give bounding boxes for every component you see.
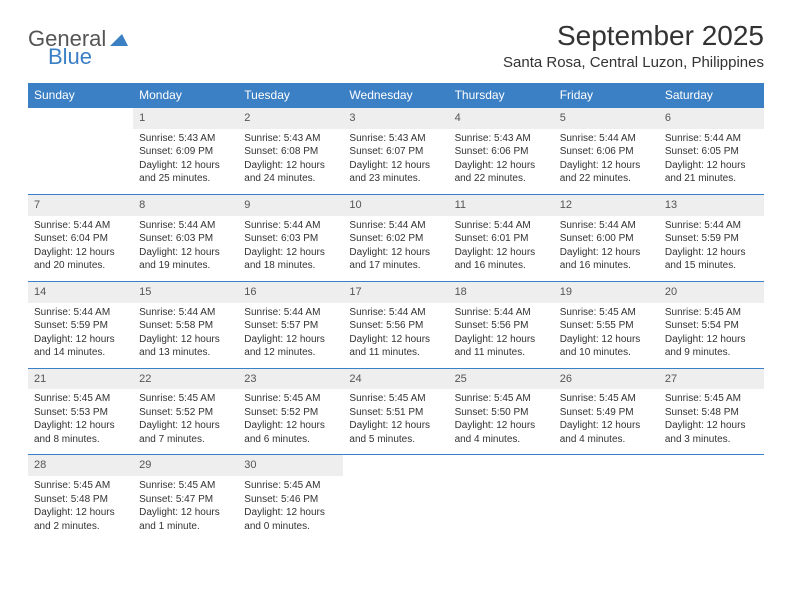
weekday-header: Wednesday — [343, 83, 448, 108]
day-content-cell: Sunrise: 5:44 AMSunset: 6:03 PMDaylight:… — [133, 216, 238, 282]
day-content-cell: Sunrise: 5:45 AMSunset: 5:52 PMDaylight:… — [238, 389, 343, 455]
day-content-cell: Sunrise: 5:45 AMSunset: 5:54 PMDaylight:… — [659, 303, 764, 369]
day-content-cell: Sunrise: 5:43 AMSunset: 6:08 PMDaylight:… — [238, 129, 343, 195]
day-number-cell: 3 — [343, 108, 448, 129]
day-content-cell: Sunrise: 5:44 AMSunset: 5:59 PMDaylight:… — [28, 303, 133, 369]
day-number-cell: 24 — [343, 368, 448, 389]
day-content-row: Sunrise: 5:45 AMSunset: 5:53 PMDaylight:… — [28, 389, 764, 455]
logo-triangle-icon — [110, 32, 128, 46]
day-content-cell: Sunrise: 5:44 AMSunset: 6:04 PMDaylight:… — [28, 216, 133, 282]
day-number-cell: 4 — [449, 108, 554, 129]
day-content-cell — [659, 476, 764, 541]
day-number-cell: 7 — [28, 194, 133, 215]
logo-text-blue: Blue — [48, 44, 92, 69]
day-number-cell: 23 — [238, 368, 343, 389]
day-number-cell — [659, 455, 764, 476]
day-content-cell: Sunrise: 5:44 AMSunset: 6:01 PMDaylight:… — [449, 216, 554, 282]
day-content-cell — [28, 129, 133, 195]
day-content-cell — [554, 476, 659, 541]
day-number-cell: 19 — [554, 281, 659, 302]
day-content-cell: Sunrise: 5:44 AMSunset: 5:56 PMDaylight:… — [449, 303, 554, 369]
day-content-cell: Sunrise: 5:44 AMSunset: 6:00 PMDaylight:… — [554, 216, 659, 282]
weekday-header: Saturday — [659, 83, 764, 108]
day-content-cell: Sunrise: 5:45 AMSunset: 5:55 PMDaylight:… — [554, 303, 659, 369]
day-number-cell: 27 — [659, 368, 764, 389]
day-number-cell: 28 — [28, 455, 133, 476]
day-number-cell: 10 — [343, 194, 448, 215]
day-number-cell: 5 — [554, 108, 659, 129]
day-content-cell: Sunrise: 5:45 AMSunset: 5:48 PMDaylight:… — [28, 476, 133, 541]
title-block: September 2025 Santa Rosa, Central Luzon… — [503, 20, 764, 71]
day-number-cell: 29 — [133, 455, 238, 476]
day-number-cell: 13 — [659, 194, 764, 215]
day-content-cell: Sunrise: 5:43 AMSunset: 6:09 PMDaylight:… — [133, 129, 238, 195]
day-number-cell: 22 — [133, 368, 238, 389]
day-number-cell: 12 — [554, 194, 659, 215]
day-number-cell — [28, 108, 133, 129]
day-content-cell: Sunrise: 5:45 AMSunset: 5:48 PMDaylight:… — [659, 389, 764, 455]
day-number-cell — [343, 455, 448, 476]
day-number-cell: 8 — [133, 194, 238, 215]
location: Santa Rosa, Central Luzon, Philippines — [503, 54, 764, 71]
weekday-header: Thursday — [449, 83, 554, 108]
day-content-row: Sunrise: 5:44 AMSunset: 6:04 PMDaylight:… — [28, 216, 764, 282]
weekday-header: Tuesday — [238, 83, 343, 108]
day-content-cell: Sunrise: 5:44 AMSunset: 5:59 PMDaylight:… — [659, 216, 764, 282]
day-content-row: Sunrise: 5:44 AMSunset: 5:59 PMDaylight:… — [28, 303, 764, 369]
day-number-cell: 16 — [238, 281, 343, 302]
day-content-cell: Sunrise: 5:45 AMSunset: 5:51 PMDaylight:… — [343, 389, 448, 455]
day-number-row: 123456 — [28, 108, 764, 129]
day-content-cell: Sunrise: 5:45 AMSunset: 5:47 PMDaylight:… — [133, 476, 238, 541]
day-number-cell: 25 — [449, 368, 554, 389]
day-number-cell: 9 — [238, 194, 343, 215]
header: General September 2025 Santa Rosa, Centr… — [28, 20, 764, 71]
day-number-cell: 2 — [238, 108, 343, 129]
day-content-row: Sunrise: 5:43 AMSunset: 6:09 PMDaylight:… — [28, 129, 764, 195]
day-number-cell: 26 — [554, 368, 659, 389]
day-number-cell — [449, 455, 554, 476]
day-content-cell: Sunrise: 5:44 AMSunset: 5:57 PMDaylight:… — [238, 303, 343, 369]
day-number-row: 282930 — [28, 455, 764, 476]
logo-line2: Blue — [28, 44, 92, 70]
day-number-cell: 30 — [238, 455, 343, 476]
day-number-cell: 6 — [659, 108, 764, 129]
day-number-cell: 14 — [28, 281, 133, 302]
calendar-table: SundayMondayTuesdayWednesdayThursdayFrid… — [28, 83, 764, 541]
day-content-cell: Sunrise: 5:45 AMSunset: 5:50 PMDaylight:… — [449, 389, 554, 455]
day-content-cell: Sunrise: 5:44 AMSunset: 6:05 PMDaylight:… — [659, 129, 764, 195]
day-content-cell — [449, 476, 554, 541]
day-number-cell: 18 — [449, 281, 554, 302]
calendar-header-row: SundayMondayTuesdayWednesdayThursdayFrid… — [28, 83, 764, 108]
month-title: September 2025 — [503, 20, 764, 52]
day-content-cell: Sunrise: 5:43 AMSunset: 6:06 PMDaylight:… — [449, 129, 554, 195]
day-content-cell: Sunrise: 5:45 AMSunset: 5:46 PMDaylight:… — [238, 476, 343, 541]
day-number-cell: 20 — [659, 281, 764, 302]
weekday-header: Friday — [554, 83, 659, 108]
weekday-header: Monday — [133, 83, 238, 108]
day-number-cell: 17 — [343, 281, 448, 302]
day-content-cell: Sunrise: 5:44 AMSunset: 6:06 PMDaylight:… — [554, 129, 659, 195]
day-number-row: 14151617181920 — [28, 281, 764, 302]
day-number-cell: 1 — [133, 108, 238, 129]
day-number-cell: 15 — [133, 281, 238, 302]
day-content-cell: Sunrise: 5:43 AMSunset: 6:07 PMDaylight:… — [343, 129, 448, 195]
day-number-cell — [554, 455, 659, 476]
day-content-cell — [343, 476, 448, 541]
day-content-cell: Sunrise: 5:45 AMSunset: 5:52 PMDaylight:… — [133, 389, 238, 455]
day-number-cell: 21 — [28, 368, 133, 389]
day-content-cell: Sunrise: 5:44 AMSunset: 6:03 PMDaylight:… — [238, 216, 343, 282]
day-number-row: 78910111213 — [28, 194, 764, 215]
day-content-cell: Sunrise: 5:45 AMSunset: 5:53 PMDaylight:… — [28, 389, 133, 455]
weekday-header: Sunday — [28, 83, 133, 108]
day-content-cell: Sunrise: 5:44 AMSunset: 5:58 PMDaylight:… — [133, 303, 238, 369]
day-content-cell: Sunrise: 5:45 AMSunset: 5:49 PMDaylight:… — [554, 389, 659, 455]
day-content-cell: Sunrise: 5:44 AMSunset: 5:56 PMDaylight:… — [343, 303, 448, 369]
day-content-row: Sunrise: 5:45 AMSunset: 5:48 PMDaylight:… — [28, 476, 764, 541]
day-number-cell: 11 — [449, 194, 554, 215]
day-number-row: 21222324252627 — [28, 368, 764, 389]
day-content-cell: Sunrise: 5:44 AMSunset: 6:02 PMDaylight:… — [343, 216, 448, 282]
